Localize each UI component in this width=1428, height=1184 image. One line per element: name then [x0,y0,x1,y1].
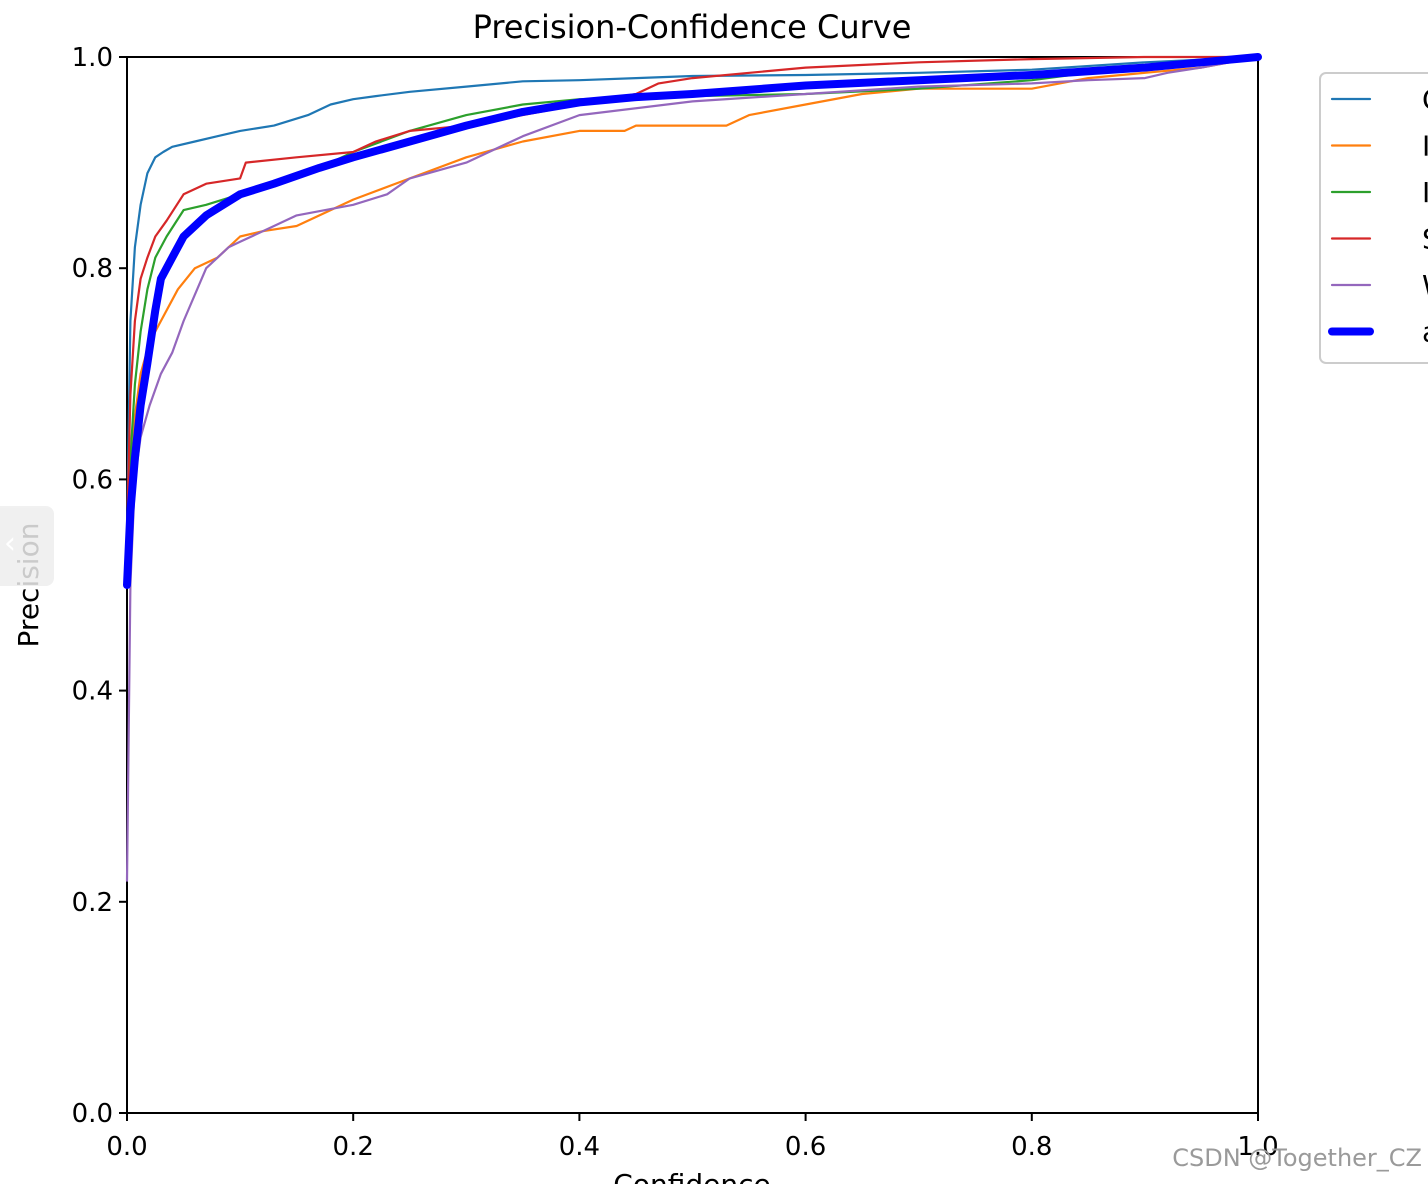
y-tick-label: 0.8 [72,254,113,284]
x-tick-label: 0.8 [1011,1132,1052,1162]
x-tick-label: 0.6 [785,1132,826,1162]
series-layer [123,53,1262,882]
x-axis-label: Confidence [613,1168,770,1184]
legend-items: CIISWa [1328,83,1428,349]
y-tick-label: 1.0 [72,43,113,73]
legend-label-3: S [1422,223,1428,256]
series-line-3 [125,55,1260,534]
series-line-5 [123,53,1262,589]
series-line-4 [125,55,1260,882]
legend-label-5: a [1422,316,1428,349]
series-line-1 [125,55,1260,587]
x-tick-label: 0.2 [333,1132,374,1162]
legend-label-4: W [1422,269,1428,302]
series-line-2 [125,55,1260,587]
collapse-sidebar-button[interactable]: ‹ [0,506,54,586]
y-axis-ticks: 0.0 0.2 0.4 0.6 0.8 1.0 [72,43,127,1129]
y-tick-label: 0.2 [72,888,113,918]
x-tick-label: 1.0 [1237,1132,1278,1162]
watermark: CSDN @Together_CZ [1172,1144,1422,1172]
y-tick-label: 0.6 [72,465,113,495]
legend: CIISWa [1319,72,1428,364]
legend-label-2: I [1422,176,1428,209]
legend-box [1319,72,1428,364]
legend-label-0: C [1422,83,1428,116]
y-tick-label: 0.4 [72,677,113,707]
x-axis-ticks: 0.0 0.2 0.4 0.6 0.8 1.0 [106,1113,1279,1162]
legend-label-1: I [1422,130,1428,163]
series-line-0 [125,55,1260,534]
x-tick-label: 0.4 [559,1132,600,1162]
plot-area [123,53,1262,1114]
chart-title: Precision-Confidence Curve [473,8,912,46]
x-tick-label: 0.0 [106,1132,147,1162]
y-tick-label: 0.0 [72,1099,113,1129]
chevron-left-icon: ‹ [4,526,16,561]
